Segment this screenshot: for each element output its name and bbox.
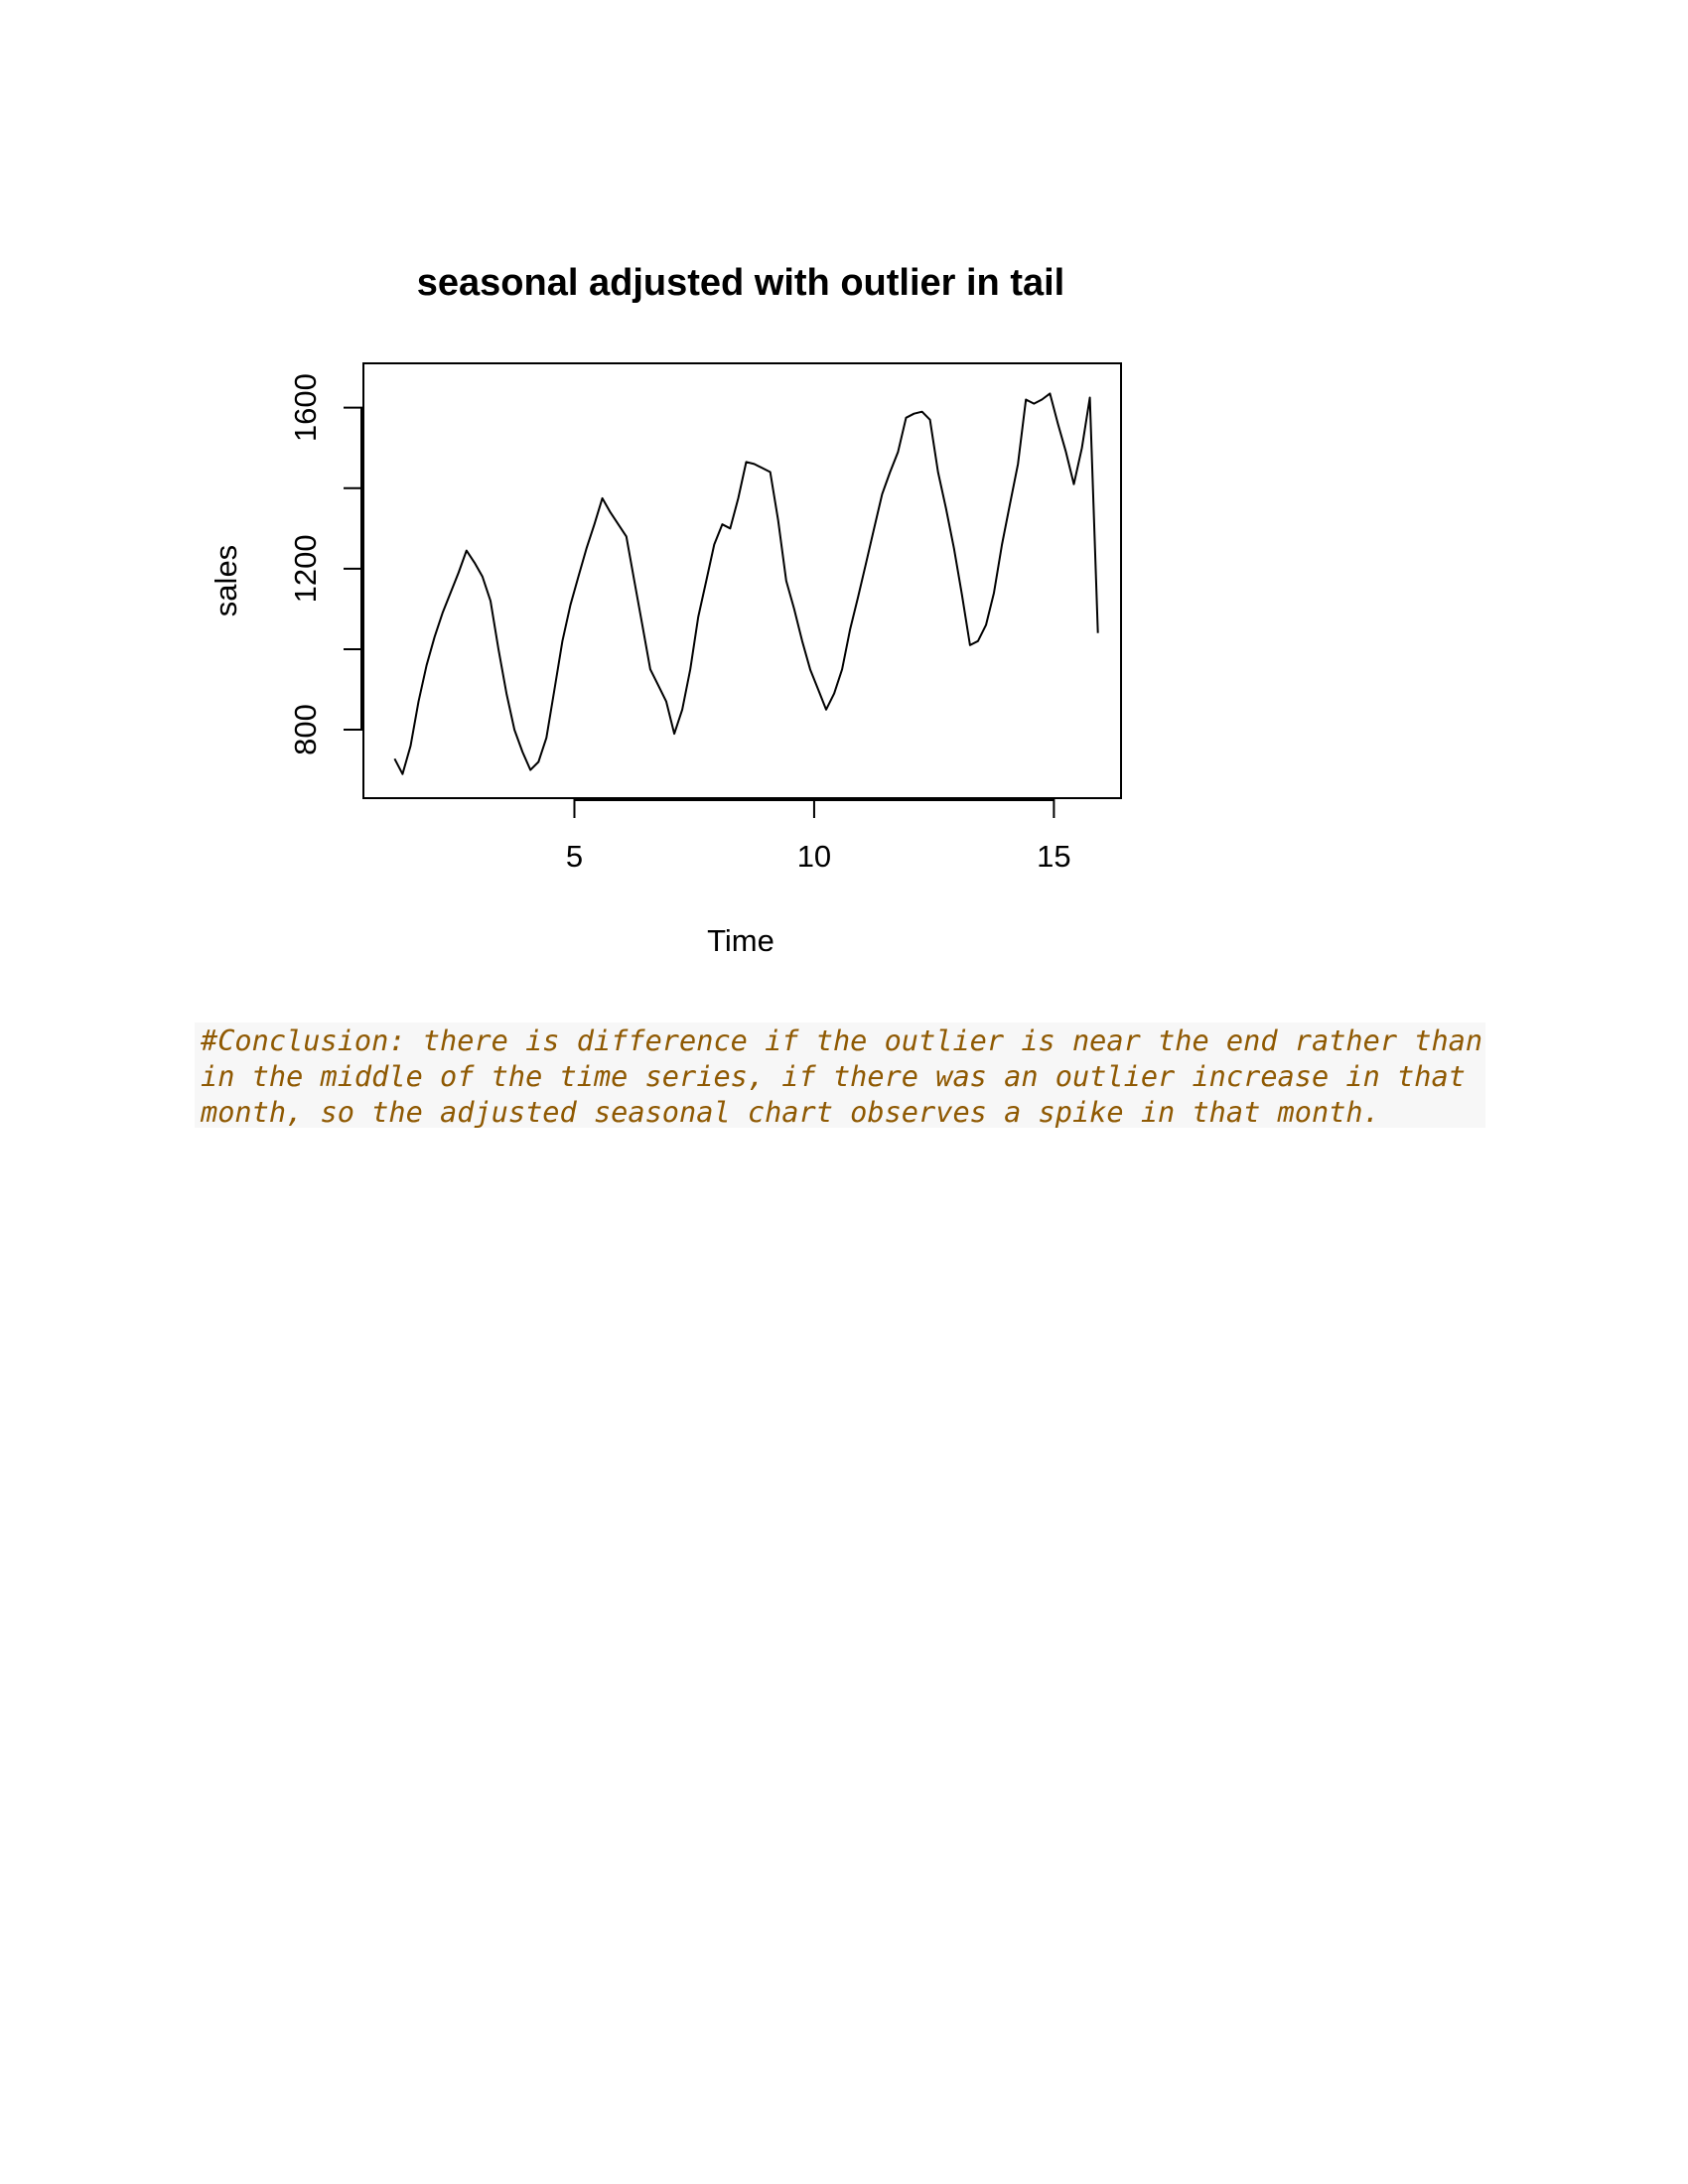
x-tick-label: 15 [1037, 839, 1070, 874]
x-tick-label: 5 [566, 839, 583, 874]
x-axis-label: Time [707, 923, 774, 958]
y-tick-label: 1600 [288, 373, 323, 442]
y-tick-label: 800 [288, 704, 323, 755]
conclusion-line: month, so the adjusted seasonal chart ob… [201, 1095, 1380, 1129]
y-tick-label: 1200 [288, 534, 323, 603]
x-tick-label: 10 [797, 839, 831, 874]
series-layer [393, 392, 1099, 775]
conclusion-code-block: #Conclusion: there is difference if the … [195, 1023, 1485, 1129]
x-axis: 5 10 15 [566, 798, 1071, 874]
y-axis: 800 1200 1600 [288, 373, 363, 755]
conclusion-line: in the middle of the time series, if the… [201, 1059, 1466, 1093]
y-axis-label: sales [209, 545, 243, 616]
conclusion-line: #Conclusion: there is difference if the … [201, 1024, 1483, 1057]
series-line [393, 392, 1099, 775]
plot-frame [362, 362, 1122, 799]
chart-title: seasonal adjusted with outlier in tail [417, 262, 1064, 304]
